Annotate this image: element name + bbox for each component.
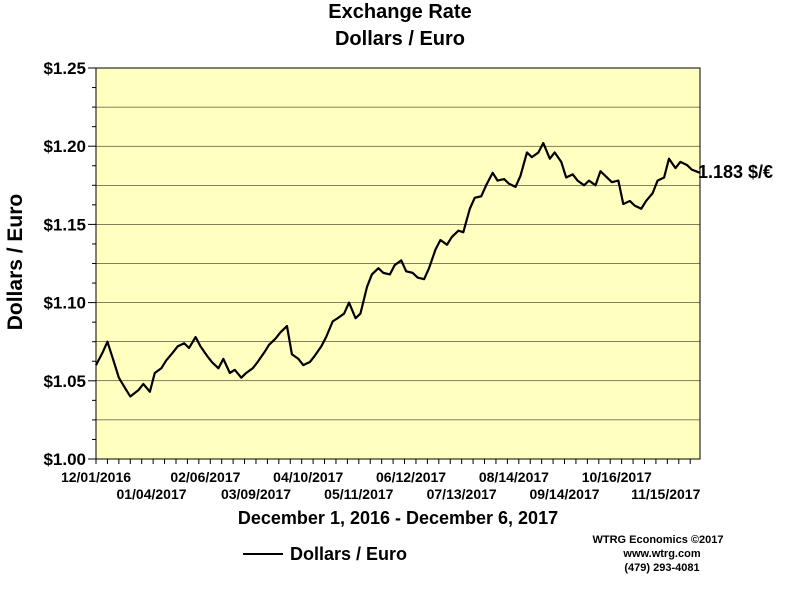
series-line (95, 141, 701, 398)
legend-label: Dollars / Euro (290, 544, 407, 564)
x-tick-label: 08/14/2017 (479, 469, 549, 485)
chart-title: Exchange Rate (328, 1, 471, 23)
x-tick-label: 10/16/2017 (582, 469, 652, 485)
chart-subtitle: Dollars / Euro (335, 28, 465, 50)
gridlines (96, 106, 700, 421)
series-layer (95, 141, 701, 398)
y-tick-label: $1.00 (43, 450, 86, 469)
y-axis-label: Dollars / Euro (4, 194, 27, 331)
x-axis-label: December 1, 2016 - December 6, 2017 (238, 508, 558, 528)
x-tick-label: 01/04/2017 (116, 486, 186, 502)
x-axis-ticks: 12/01/2016 02/06/2017 04/10/2017 06/12/2017… (61, 459, 701, 502)
y-tick-label: $1.10 (43, 294, 86, 313)
x-tick-label: 06/12/2017 (376, 469, 446, 485)
x-tick-label: 09/14/2017 (529, 486, 599, 502)
y-tick-label: $1.15 (43, 215, 86, 234)
y-tick-label: $1.20 (43, 137, 86, 156)
credit-line-3: (479) 293-4081 (624, 562, 699, 574)
y-axis-ticks: $1.00 $1.05 $1.10 $1.15 $1.20 $1.25 (43, 59, 96, 469)
x-tick-label: 07/13/2017 (427, 486, 497, 502)
x-tick-label: 03/09/2017 (221, 486, 291, 502)
y-tick-label: $1.25 (43, 59, 86, 78)
x-tick-label: 12/01/2016 (61, 469, 131, 485)
x-tick-label: 04/10/2017 (273, 469, 343, 485)
end-value-label: 1.183 $/€ (698, 162, 773, 182)
x-tick-label: 05/11/2017 (324, 486, 394, 502)
credit-line-1: WTRG Economics ©2017 (593, 534, 724, 546)
x-tick-label: 11/15/2017 (631, 486, 701, 502)
y-tick-label: $1.05 (43, 372, 86, 391)
credit-line-2: www.wtrg.com (622, 548, 700, 560)
x-tick-label: 02/06/2017 (170, 469, 240, 485)
